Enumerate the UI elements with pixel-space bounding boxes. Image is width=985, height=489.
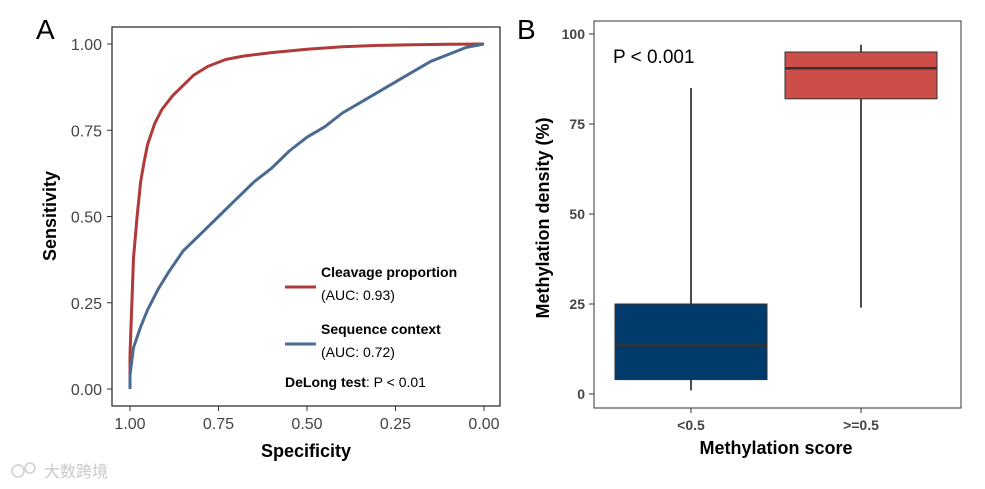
legend-label-sequence: Sequence context — [321, 321, 441, 337]
roc-y-tick-label: 0.00 — [71, 382, 102, 399]
watermark-text: 大数跨境 — [44, 462, 108, 481]
delong-bold: DeLong test — [285, 374, 366, 390]
box-y-tick-label: 25 — [569, 296, 585, 312]
roc-y-tick-label: 1.00 — [71, 37, 102, 54]
box-x-axis-label: Methylation score — [699, 438, 852, 458]
watermark-logo-icon-2 — [24, 462, 36, 474]
roc-legend: Cleavage proportion (AUC: 0.93) Sequence… — [285, 264, 457, 360]
roc-x-tick-label: 0.25 — [380, 416, 411, 433]
legend-auc-cleavage: (AUC: 0.93) — [321, 287, 395, 303]
box-y-tick-label: 50 — [569, 206, 585, 222]
panel-label-a: A — [36, 14, 55, 45]
box-series — [614, 44, 938, 391]
roc-x-tick-label: 0.50 — [291, 416, 322, 433]
roc-plot-frame — [111, 26, 501, 407]
roc-x-tick-label: 0.00 — [468, 416, 499, 433]
roc-x-tick-label: 1.00 — [114, 416, 145, 433]
box-y-tick-label: 100 — [562, 26, 586, 42]
roc-y-tick-label: 0.50 — [71, 210, 102, 227]
box-x-ticks: <0.5 >=0.5 — [677, 408, 879, 433]
roc-curve-cleavage-proportion — [128, 42, 485, 389]
roc-y-ticks: 0.00 0.25 0.50 0.75 1.00 — [71, 37, 112, 399]
roc-y-axis-label: Sensitivity — [40, 171, 60, 261]
box-y-tick-label: 75 — [569, 116, 585, 132]
roc-curve-sequence-context — [128, 42, 485, 389]
box-x-tick-label: <0.5 — [677, 417, 705, 433]
roc-chart: 0.000.250.500.751.00 1.00 0.75 0.50 0.25 0.0… — [40, 26, 501, 461]
roc-curves — [128, 42, 485, 389]
roc-x-ticks: 1.00 0.75 0.50 0.25 0.00 — [114, 406, 500, 433]
box-y-axis-label: Methylation density (%) — [533, 117, 553, 318]
boxplot-chart: 0 25 50 75 100 <0.5 >=0.5 P < 0.001 Methylati… — [533, 20, 962, 458]
delong-annotation: DeLong test: P < 0.01 — [285, 374, 426, 390]
delong-rest: : P < 0.01 — [366, 374, 426, 390]
panel-label-b: B — [517, 14, 536, 45]
box-iqr — [614, 303, 768, 381]
box-iqr — [784, 51, 938, 100]
roc-x-tick-label: 0.75 — [203, 416, 234, 433]
box-y-tick-label: 0 — [577, 386, 585, 402]
roc-y-tick-label: 0.75 — [71, 123, 102, 140]
legend-label-cleavage: Cleavage proportion — [321, 264, 457, 280]
watermark-logo-icon — [11, 464, 25, 478]
p-value-annotation: P < 0.001 — [613, 47, 695, 68]
roc-x-axis-label: Specificity — [261, 441, 351, 461]
legend-auc-sequence: (AUC: 0.72) — [321, 344, 395, 360]
box-y-ticks: 0 25 50 75 100 — [562, 26, 594, 402]
watermark: 大数跨境 — [11, 462, 108, 481]
roc-y-tick-label: 0.25 — [71, 296, 102, 313]
box-x-tick-label: >=0.5 — [843, 417, 879, 433]
